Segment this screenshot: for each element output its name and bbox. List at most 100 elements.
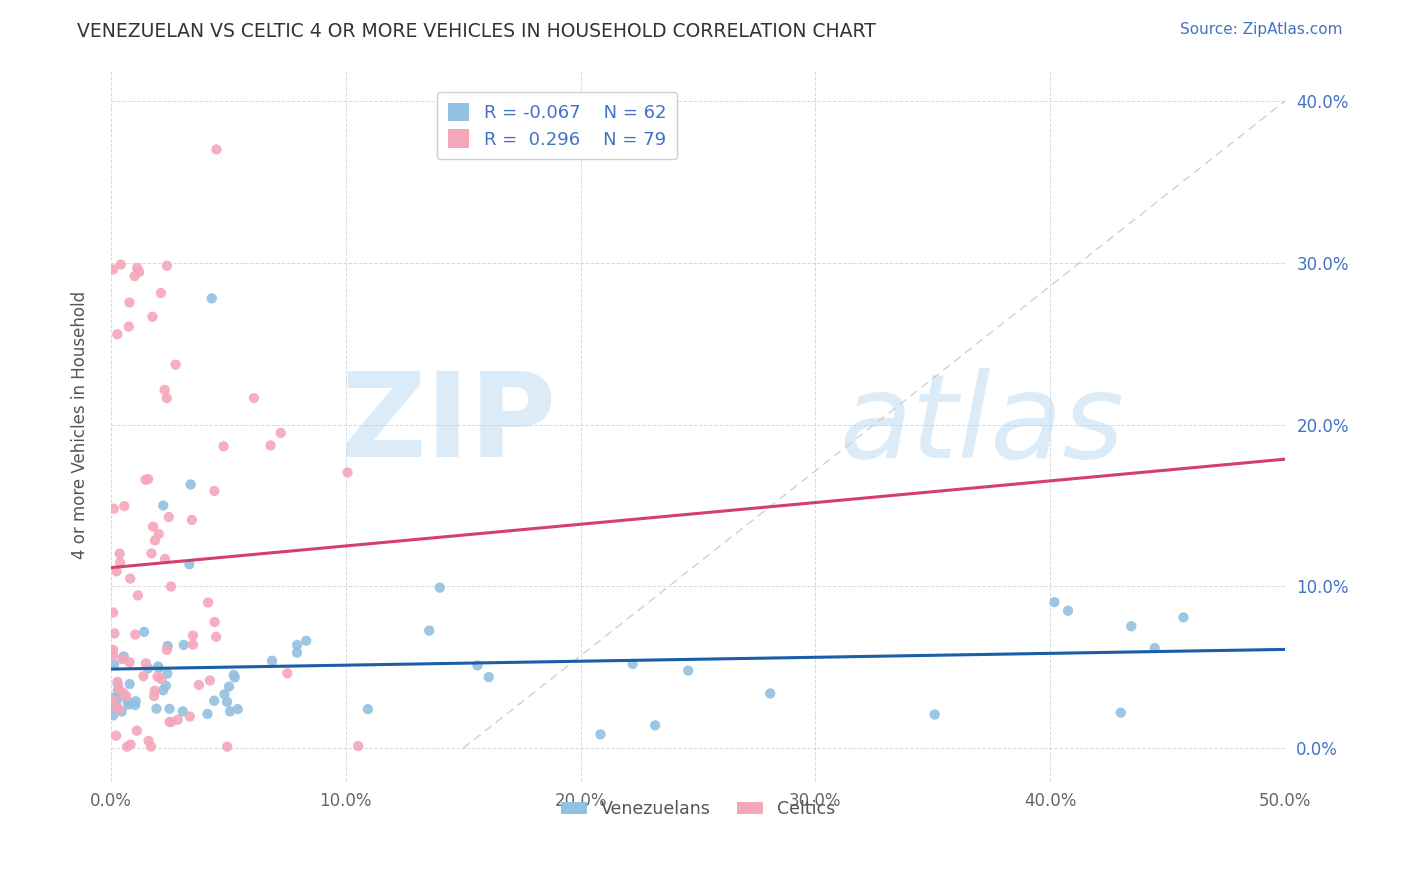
Point	[139, 739, 162, 754]
Point	[112, 686, 135, 700]
Point	[101, 262, 124, 277]
Point	[621, 657, 644, 671]
Point	[115, 689, 138, 703]
Point	[173, 638, 195, 652]
Point	[108, 556, 131, 570]
Point	[160, 714, 183, 729]
Point	[152, 499, 174, 513]
Point	[478, 670, 501, 684]
Point	[117, 698, 139, 712]
Point	[202, 694, 225, 708]
Point	[108, 547, 131, 561]
Point	[224, 670, 246, 684]
Point	[115, 739, 138, 754]
Point	[467, 658, 489, 673]
Point	[101, 699, 124, 714]
Point	[270, 425, 292, 440]
Y-axis label: 4 or more Vehicles in Household: 4 or more Vehicles in Household	[72, 291, 89, 558]
Point	[107, 674, 129, 689]
Point	[180, 477, 202, 491]
Point	[110, 258, 132, 272]
Point	[146, 670, 169, 684]
Point	[205, 630, 228, 644]
Point	[141, 310, 163, 324]
Point	[259, 438, 281, 452]
Point	[172, 704, 194, 718]
Point	[202, 483, 225, 498]
Point	[214, 687, 236, 701]
Point	[112, 499, 135, 513]
Point	[156, 643, 179, 657]
Point	[111, 652, 134, 666]
Point	[132, 669, 155, 683]
Point	[418, 624, 440, 638]
Point	[160, 579, 183, 593]
Point	[219, 705, 242, 719]
Point	[676, 664, 699, 678]
Point	[276, 666, 298, 681]
Text: ZIP: ZIP	[342, 368, 557, 482]
Point	[103, 648, 125, 663]
Point	[118, 295, 141, 310]
Point	[120, 572, 142, 586]
Point	[153, 383, 176, 397]
Point	[218, 680, 240, 694]
Point	[1173, 610, 1195, 624]
Text: VENEZUELAN VS CELTIC 4 OR MORE VEHICLES IN HOUSEHOLD CORRELATION CHART: VENEZUELAN VS CELTIC 4 OR MORE VEHICLES …	[77, 22, 876, 41]
Point	[347, 739, 370, 753]
Point	[187, 678, 209, 692]
Point	[138, 734, 160, 748]
Point	[107, 677, 129, 691]
Point	[105, 701, 128, 715]
Point	[148, 661, 170, 675]
Point	[108, 681, 131, 696]
Point	[117, 694, 139, 708]
Point	[226, 702, 249, 716]
Point	[1121, 619, 1143, 633]
Point	[128, 265, 150, 279]
Point	[112, 649, 135, 664]
Point	[589, 727, 612, 741]
Point	[143, 689, 166, 703]
Point	[149, 286, 172, 301]
Point	[166, 713, 188, 727]
Legend: Venezuelans, Celtics: Venezuelans, Celtics	[554, 794, 842, 825]
Point	[212, 439, 235, 453]
Point	[108, 702, 131, 716]
Point	[135, 657, 157, 671]
Point	[103, 626, 125, 640]
Point	[105, 565, 128, 579]
Point	[103, 501, 125, 516]
Point	[759, 686, 782, 700]
Point	[105, 698, 128, 713]
Point	[157, 510, 180, 524]
Point	[101, 691, 124, 706]
Point	[155, 679, 177, 693]
Point	[201, 291, 224, 305]
Point	[101, 642, 124, 657]
Point	[120, 738, 142, 752]
Point	[243, 391, 266, 405]
Point	[924, 707, 946, 722]
Point	[107, 691, 129, 706]
Point	[101, 708, 124, 723]
Point	[136, 661, 159, 675]
Point	[336, 466, 359, 480]
Point	[124, 698, 146, 712]
Point	[179, 709, 201, 723]
Point	[205, 143, 228, 157]
Point	[143, 533, 166, 548]
Text: Source: ZipAtlas.com: Source: ZipAtlas.com	[1180, 22, 1343, 37]
Point	[111, 705, 134, 719]
Point	[156, 259, 179, 273]
Point	[156, 391, 179, 405]
Point	[1057, 604, 1080, 618]
Point	[159, 702, 181, 716]
Point	[141, 546, 163, 560]
Point	[118, 655, 141, 669]
Point	[150, 672, 173, 686]
Point	[262, 654, 284, 668]
Point	[153, 552, 176, 566]
Point	[198, 673, 221, 688]
Point	[197, 706, 219, 721]
